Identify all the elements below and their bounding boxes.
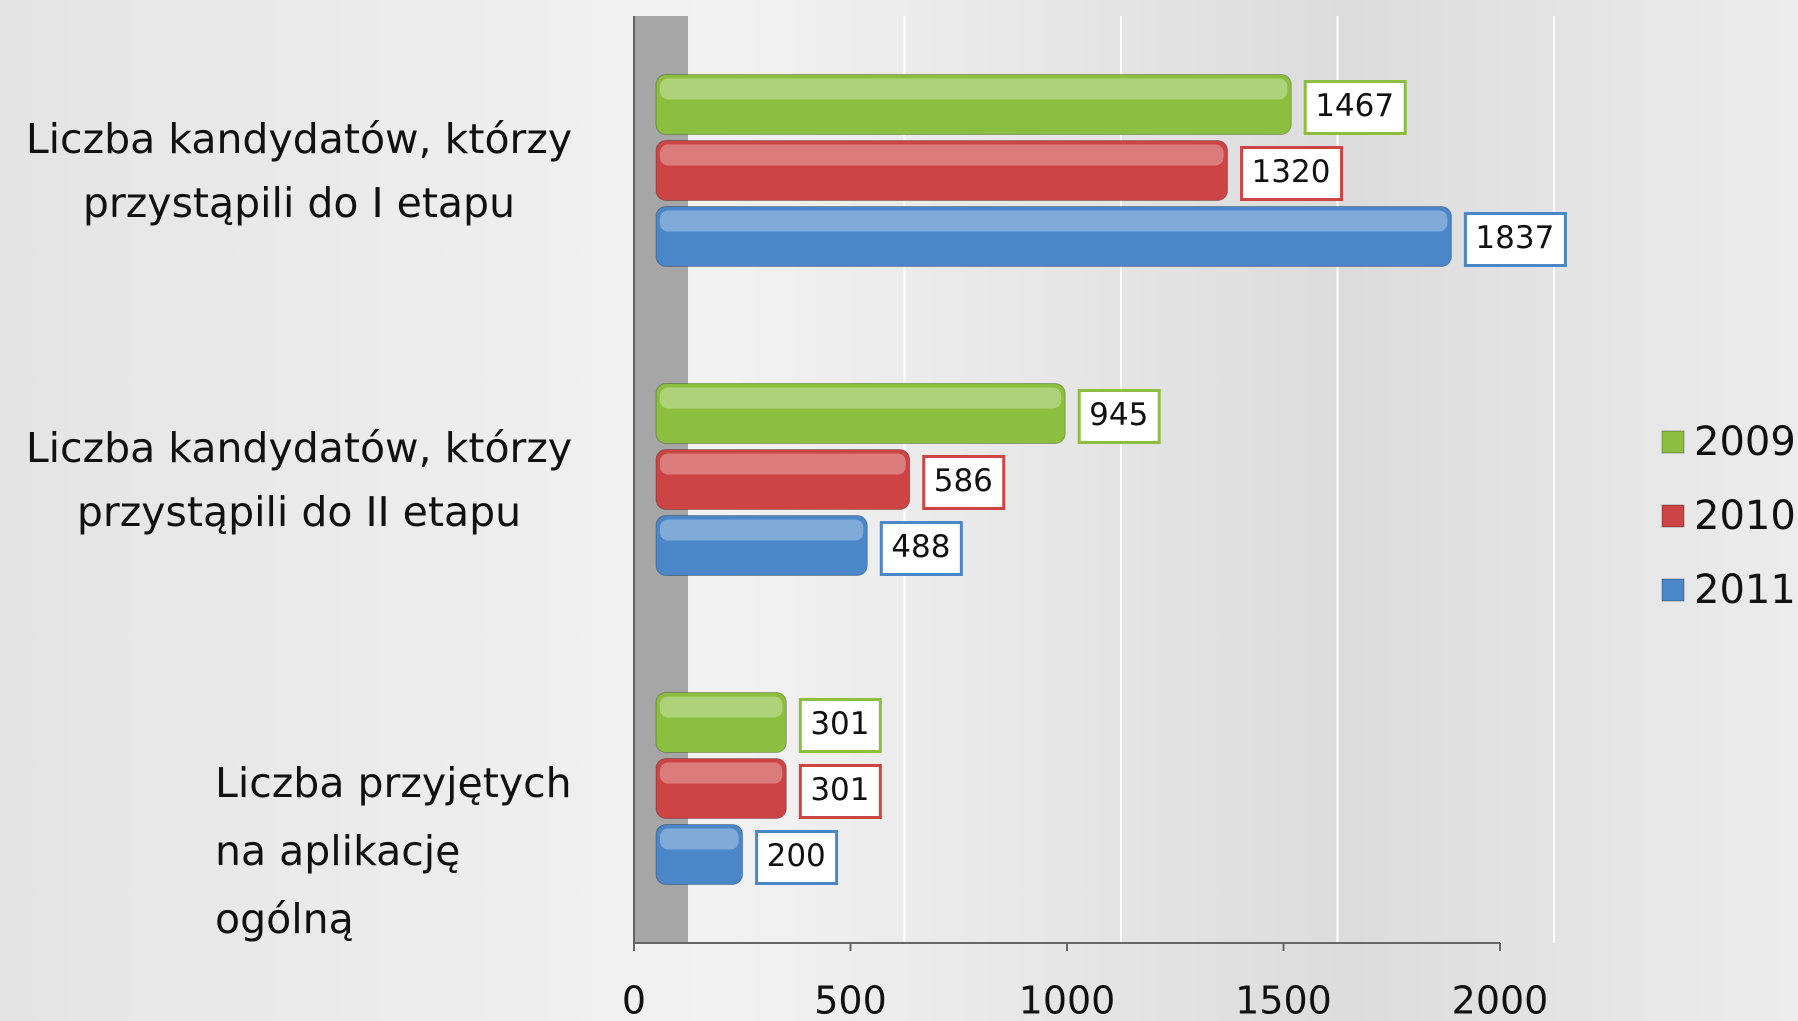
x-tick-label: 500	[814, 979, 887, 1021]
bar	[655, 758, 787, 819]
value-label: 1467	[1315, 88, 1394, 124]
x-tick-label: 1500	[1235, 979, 1332, 1021]
bar	[655, 140, 1229, 201]
x-tick-label: 2000	[1452, 979, 1549, 1021]
bar	[655, 449, 911, 510]
value-label: 488	[891, 529, 950, 565]
legend-label: 2009	[1694, 419, 1796, 465]
y-tick-label: Liczba przyjętych na aplikację ogólną	[215, 758, 572, 943]
legend-swatch	[1661, 504, 1685, 528]
bar-gloss	[660, 519, 864, 541]
value-label-box	[1077, 389, 1161, 444]
value-label-box	[1463, 212, 1567, 267]
bar-gloss	[660, 78, 1288, 100]
bar	[655, 74, 1292, 135]
bar-gloss	[660, 144, 1224, 166]
y-tick-label: Liczba kandydatów, którzy przystąpili do…	[25, 114, 573, 227]
y-tick-label: Liczba kandydatów, którzy przystąpili do…	[25, 423, 573, 536]
bar	[655, 515, 868, 576]
bar	[655, 824, 744, 885]
x-tick-label: 0	[622, 979, 646, 1021]
x-tick-label: 1000	[1019, 979, 1116, 1021]
bar	[655, 383, 1066, 444]
bar	[655, 206, 1452, 267]
value-label-box	[755, 830, 839, 885]
bar-gloss	[660, 387, 1062, 409]
bar-gloss	[660, 210, 1448, 232]
value-label-box	[1240, 146, 1344, 201]
bar-gloss	[660, 696, 783, 718]
value-label: 301	[810, 772, 869, 808]
value-label-box	[1303, 80, 1407, 135]
bar-gloss	[660, 762, 783, 784]
value-label: 586	[934, 463, 993, 499]
value-label-box	[922, 455, 1006, 510]
value-label: 1320	[1252, 154, 1331, 190]
value-label: 945	[1089, 397, 1148, 433]
legend-swatch	[1661, 430, 1685, 454]
legend-label: 2011	[1694, 567, 1796, 613]
legend-swatch	[1661, 578, 1685, 602]
bar-gloss	[660, 453, 906, 475]
bar-gloss	[660, 828, 739, 850]
value-label: 200	[767, 838, 826, 874]
bar	[655, 692, 787, 753]
value-label-box	[798, 698, 882, 753]
value-label-box	[879, 521, 963, 576]
value-label: 1837	[1475, 220, 1554, 256]
value-label: 301	[810, 706, 869, 742]
legend-label: 2010	[1694, 493, 1796, 539]
value-label-box	[798, 764, 882, 819]
